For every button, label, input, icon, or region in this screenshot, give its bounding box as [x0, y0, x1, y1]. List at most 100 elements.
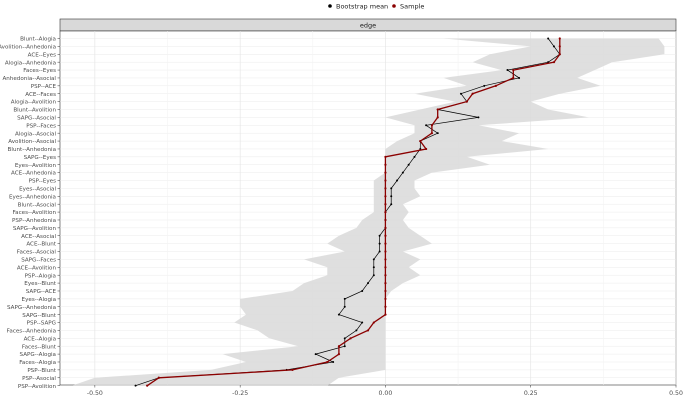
x-tick-label: -0.50	[87, 390, 103, 397]
y-tick-label: SAPG--Anhedonia	[7, 305, 56, 311]
y-tick-label: SAPG--Alogia	[20, 352, 56, 358]
bootstrap-mean-point	[134, 384, 137, 387]
bootstrap-mean-point	[547, 37, 550, 40]
sample-point	[384, 171, 387, 174]
y-tick-label: Blunt--Anhedonia	[8, 147, 56, 153]
y-tick-label: Blunt--Avolition	[13, 108, 56, 114]
y-tick-label: Alogia--Avolition	[11, 100, 57, 106]
sample-point	[384, 155, 387, 158]
bootstrap-mean-point	[407, 163, 410, 166]
bootstrap-mean-point	[343, 297, 346, 300]
bootstrap-mean-point	[367, 282, 369, 285]
bootstrap-mean-point	[372, 258, 375, 261]
bootstrap-mean-point	[355, 329, 358, 332]
bootstrap-mean-point	[413, 155, 416, 158]
bootstrap-mean-point	[390, 203, 393, 206]
y-tick-label: ACE--Alogia	[24, 336, 56, 342]
sample-point	[384, 289, 387, 293]
sample-point	[326, 360, 329, 364]
bootstrap-mean-point	[332, 360, 335, 363]
sample-point	[384, 274, 387, 277]
y-tick-label: Eyes--Asocial	[19, 187, 56, 193]
x-tick-label: 0.00	[379, 390, 393, 397]
bootstrap-mean-point	[372, 266, 375, 269]
bootstrap-mean-point	[483, 84, 486, 87]
sample-point	[430, 124, 434, 127]
y-tick-label: Faces--Avolition	[12, 210, 56, 216]
sample-point	[349, 337, 352, 340]
ci-band-area	[71, 38, 665, 386]
bootstrap-mean-point	[372, 274, 375, 277]
bootstrap-mean-point	[518, 76, 521, 79]
sample-point	[436, 116, 439, 119]
y-tick-label: Faces--Alogia	[19, 360, 56, 366]
sample-point	[384, 195, 387, 198]
y-tick-label: PSP--Alogia	[25, 273, 56, 279]
sample-point	[384, 313, 387, 316]
y-tick-label: Avolition--Anhedonia	[0, 44, 56, 50]
bootstrap-mean-point	[361, 289, 364, 292]
y-tick-label: SAPG--Asocial	[17, 116, 56, 122]
bootstrap-mean-point	[361, 321, 364, 324]
y-tick-label: Anhedonia--Asocial	[2, 76, 56, 82]
bootstrap-mean-point	[343, 337, 346, 340]
y-tick-label: ACE--Anhedonia	[11, 171, 56, 177]
sample-point	[384, 226, 387, 229]
bootstrap-mean-point	[390, 195, 393, 198]
y-tick-label: Faces--Anhedonia	[7, 329, 56, 335]
sample-point	[419, 139, 422, 143]
bootstrap-mean-point	[459, 92, 462, 95]
sample-point	[436, 108, 439, 111]
y-tick-label: PSP--Faces	[26, 123, 56, 129]
series-group	[134, 37, 561, 387]
sample-point	[425, 147, 428, 151]
y-tick-label: ACE--Faces	[25, 92, 56, 98]
y-tick-label: Alogia--Anhedonia	[5, 60, 56, 66]
sample-point	[384, 266, 387, 269]
bootstrap-mean-point	[343, 305, 346, 308]
legend-marker-0	[328, 4, 332, 8]
y-tick-label: SAPG--Faces	[21, 258, 56, 264]
bootstrap-mean-point	[314, 353, 317, 356]
sample-point	[384, 250, 387, 253]
y-tick-label: SAPG--Eyes	[24, 155, 57, 161]
sample-point	[512, 76, 515, 80]
y-tick-label: Eyes--Alogia	[22, 297, 56, 303]
legend: Bootstrap mean Sample	[328, 3, 424, 11]
bootstrap-mean-point	[552, 45, 555, 48]
x-tick-label: 0.25	[524, 390, 538, 397]
sample-point	[384, 210, 387, 214]
y-tick-label: PSP--ACE	[31, 84, 57, 90]
bootstrap-mean-point	[506, 69, 509, 72]
bootstrap-mean-point	[396, 179, 399, 182]
y-tick-label: Blunt--Asocial	[18, 202, 57, 208]
sample-point	[552, 61, 556, 64]
sample-point	[337, 345, 341, 348]
sample-point	[384, 297, 387, 300]
sample-point	[465, 100, 468, 103]
sample-point	[157, 376, 160, 379]
sample-point	[384, 187, 387, 190]
legend-label-1: Sample	[400, 3, 424, 11]
y-tick-label: Alogia--Asocial	[15, 131, 56, 137]
y-tick-label: SAPG--ACE	[26, 289, 57, 295]
y-tick-label: Faces--Asocial	[17, 250, 57, 256]
confidence-band	[71, 38, 665, 386]
y-tick-label: Faces--Blunt	[22, 344, 57, 350]
sample-point	[384, 179, 387, 182]
bootstrap-mean-point	[436, 132, 439, 135]
bootstrap-mean-point	[378, 242, 381, 245]
y-tick-label: Eyes--Anhedonia	[9, 194, 56, 200]
sample-point	[558, 45, 561, 48]
legend-marker-1	[392, 4, 396, 8]
bootstrap-mean-point	[390, 187, 393, 190]
facet-strip: edge	[59, 18, 677, 32]
sample-point	[512, 68, 515, 72]
y-tick-label: ACE--Asocial	[21, 234, 56, 240]
y-tick-label: ACE--Avolition	[17, 265, 57, 271]
sample-point	[366, 329, 370, 332]
y-tick-label: PSP--Avolition	[18, 384, 57, 390]
